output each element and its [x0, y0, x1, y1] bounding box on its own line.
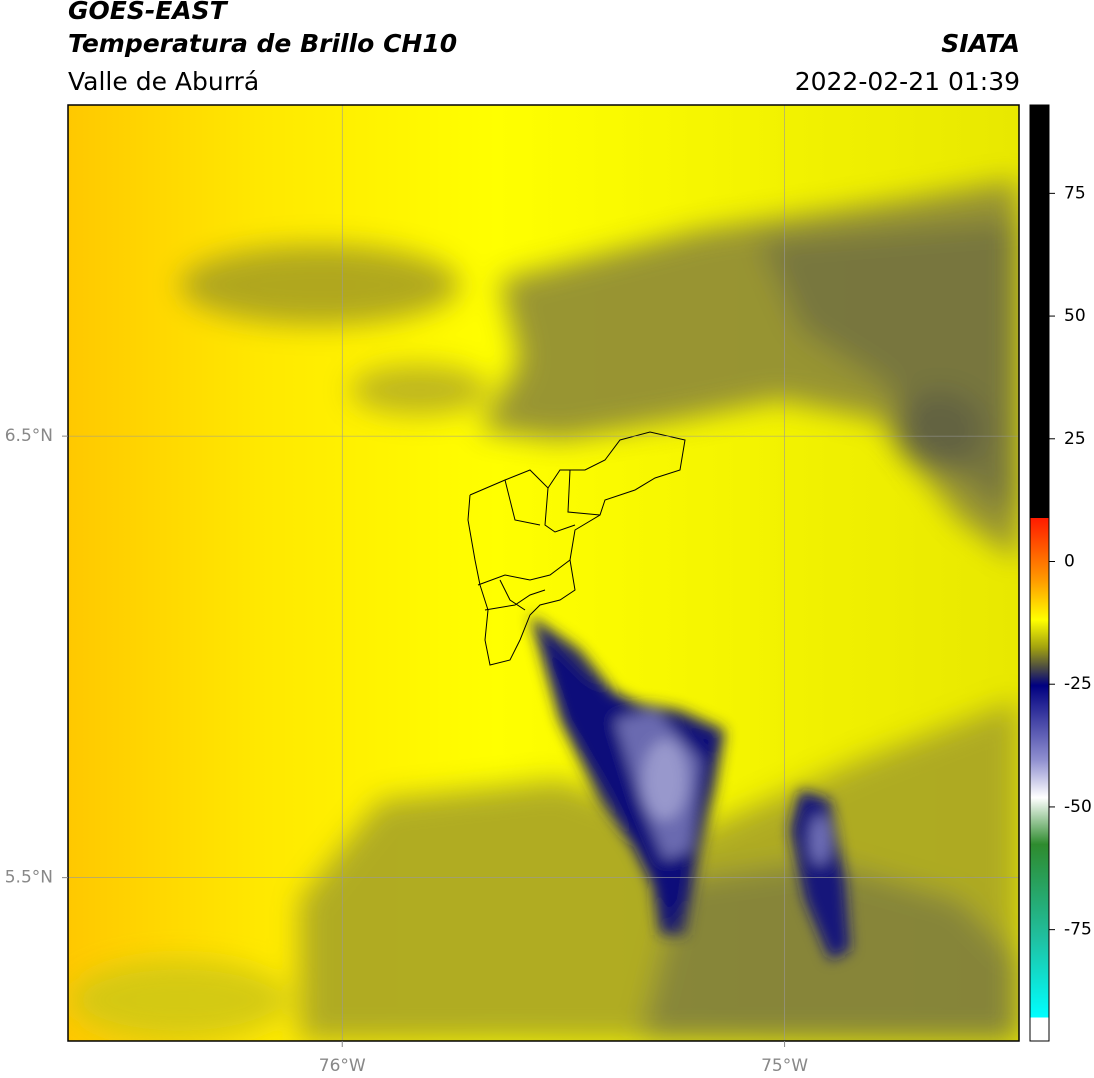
colorbar	[1029, 104, 1050, 1042]
colorbar-tick-label: -50	[1064, 797, 1092, 817]
colorbar-tick-label: 0	[1064, 552, 1075, 572]
title: GOES-EAST	[68, 0, 229, 25]
map-frame	[67, 104, 1020, 1042]
y-tick-label: 5.5°N	[5, 868, 53, 888]
colorbar-tick-label: -75	[1064, 920, 1092, 940]
x-tick-label: 76°W	[319, 1056, 366, 1076]
municipal-boundaries	[467, 431, 686, 666]
datetime: 2022-02-21 01:39	[795, 67, 1020, 96]
gridlines	[68, 105, 1019, 1041]
colorbar-tick-label: -25	[1064, 674, 1092, 694]
colorbar-tick-label: 50	[1064, 306, 1086, 326]
colorbar-tick-label: 75	[1064, 183, 1086, 203]
map-field	[68, 105, 1019, 1041]
source: SIATA	[941, 29, 1020, 58]
subtitle: Temperatura de Brillo CH10	[68, 29, 457, 58]
y-tick-label: 6.5°N	[5, 426, 53, 446]
colorbar-tick-label: 25	[1064, 429, 1086, 449]
region: Valle de Aburrá	[68, 67, 259, 96]
x-tick-label: 75°W	[761, 1056, 808, 1076]
